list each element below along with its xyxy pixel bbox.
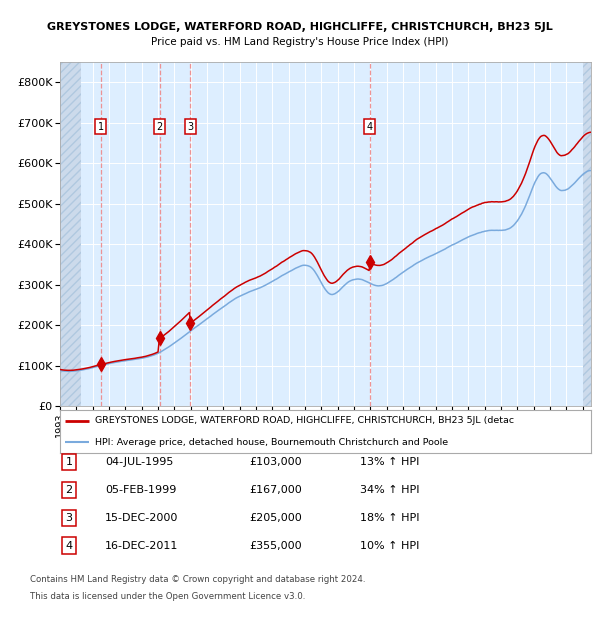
Text: 04-JUL-1995: 04-JUL-1995 (105, 457, 173, 467)
Text: £103,000: £103,000 (249, 457, 302, 467)
Text: 16-DEC-2011: 16-DEC-2011 (105, 541, 178, 551)
Text: 10% ↑ HPI: 10% ↑ HPI (360, 541, 419, 551)
Bar (60, 62, 81, 406)
Text: 34% ↑ HPI: 34% ↑ HPI (360, 485, 419, 495)
Text: 15-DEC-2000: 15-DEC-2000 (105, 513, 178, 523)
Text: 1: 1 (98, 122, 104, 132)
Text: 4: 4 (367, 122, 373, 132)
Text: GREYSTONES LODGE, WATERFORD ROAD, HIGHCLIFFE, CHRISTCHURCH, BH23 5JL (detac: GREYSTONES LODGE, WATERFORD ROAD, HIGHCL… (95, 417, 514, 425)
Bar (583, 62, 591, 406)
Text: 05-FEB-1999: 05-FEB-1999 (105, 485, 176, 495)
Text: £205,000: £205,000 (249, 513, 302, 523)
Text: 2: 2 (157, 122, 163, 132)
Text: 13% ↑ HPI: 13% ↑ HPI (360, 457, 419, 467)
Text: 4: 4 (65, 541, 73, 551)
Text: HPI: Average price, detached house, Bournemouth Christchurch and Poole: HPI: Average price, detached house, Bour… (95, 438, 448, 446)
Text: This data is licensed under the Open Government Licence v3.0.: This data is licensed under the Open Gov… (30, 592, 305, 601)
Text: 3: 3 (65, 513, 73, 523)
Text: 1: 1 (65, 457, 73, 467)
Text: 18% ↑ HPI: 18% ↑ HPI (360, 513, 419, 523)
Text: £167,000: £167,000 (249, 485, 302, 495)
Text: £355,000: £355,000 (249, 541, 302, 551)
Text: Price paid vs. HM Land Registry's House Price Index (HPI): Price paid vs. HM Land Registry's House … (151, 37, 449, 47)
Text: 2: 2 (65, 485, 73, 495)
Text: GREYSTONES LODGE, WATERFORD ROAD, HIGHCLIFFE, CHRISTCHURCH, BH23 5JL: GREYSTONES LODGE, WATERFORD ROAD, HIGHCL… (47, 22, 553, 32)
Text: Contains HM Land Registry data © Crown copyright and database right 2024.: Contains HM Land Registry data © Crown c… (30, 575, 365, 584)
Text: 3: 3 (187, 122, 193, 132)
